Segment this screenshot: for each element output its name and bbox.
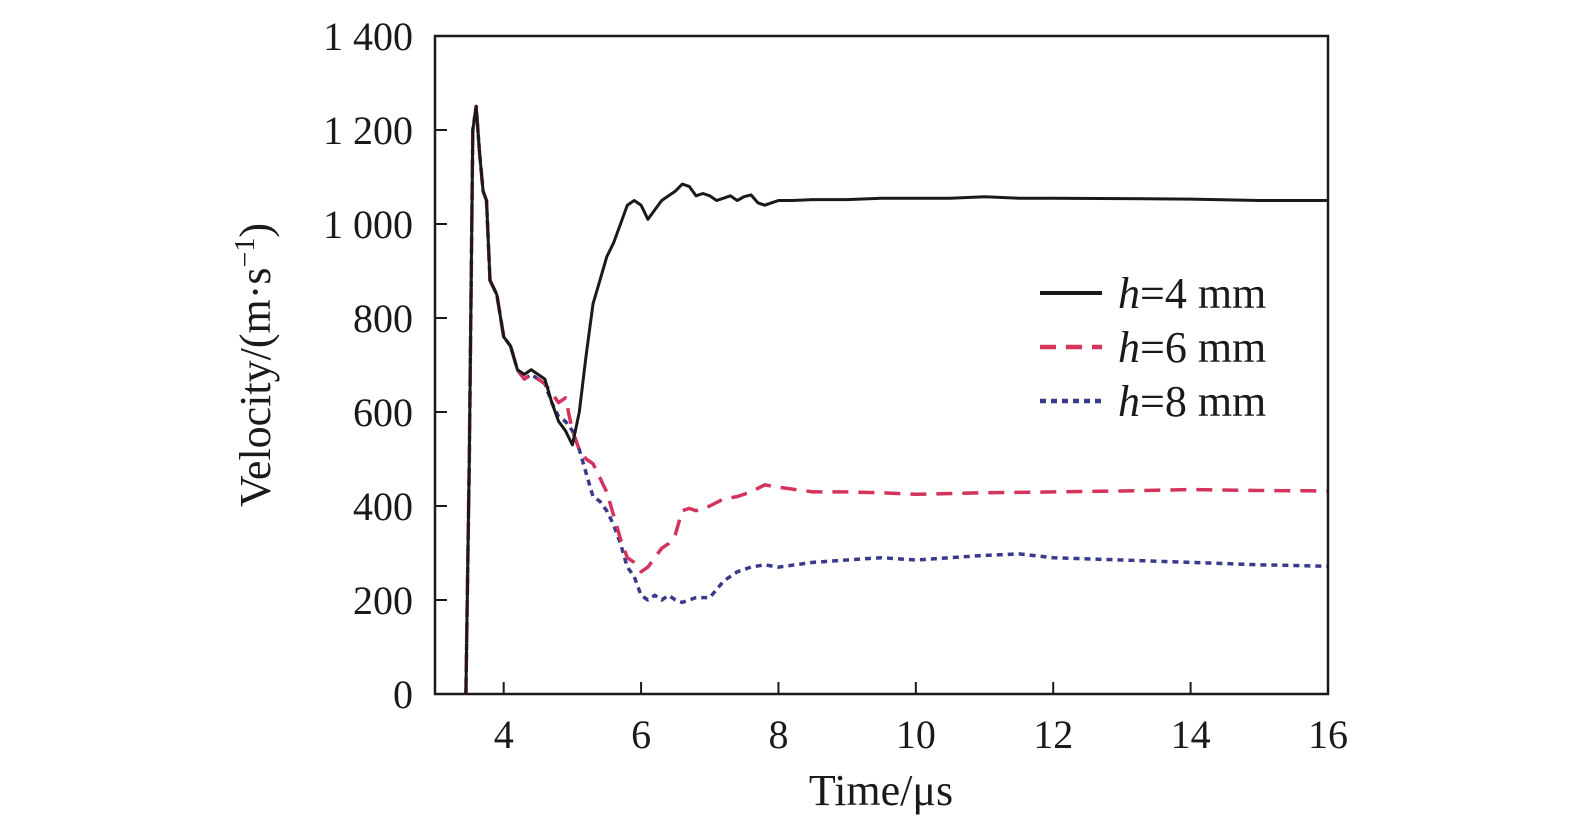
series-line-h-8-mm [464, 104, 1329, 695]
x-tick-label: 6 [631, 712, 651, 757]
x-tick-label: 4 [494, 712, 514, 757]
legend-label-value: =8 mm [1140, 377, 1266, 426]
x-tick-label: 12 [1033, 712, 1073, 757]
x-tick-label: 14 [1171, 712, 1211, 757]
y-axis-label-main: Velocity/(m·s [231, 267, 280, 507]
y-tick-label: 1 000 [323, 202, 413, 247]
y-tick-label: 400 [353, 484, 413, 529]
legend-label: h=6 mm [1118, 323, 1266, 372]
legend: h=4 mmh=6 mmh=8 mm [1040, 269, 1266, 426]
y-axis-label-exponent: −1 [230, 238, 261, 268]
legend-label: h=4 mm [1118, 269, 1266, 318]
series-group [464, 104, 1329, 695]
legend-label-var: h [1118, 377, 1140, 426]
legend-label-var: h [1118, 323, 1140, 372]
y-tick-label: 1 400 [323, 14, 413, 59]
legend-label-var: h [1118, 269, 1140, 318]
x-axis: 4 6 8 10 12 14 16 [494, 682, 1348, 757]
y-tick-label: 200 [353, 578, 413, 623]
y-tick-label: 600 [353, 390, 413, 435]
x-tick-label: 8 [768, 712, 788, 757]
x-axis-label: Time/μs [809, 766, 953, 815]
y-tick-label: 0 [393, 672, 413, 717]
y-axis-label: Velocity/(m·s−1) [230, 223, 280, 507]
series-line-h-4-mm [464, 105, 1328, 695]
legend-label-value: =6 mm [1140, 323, 1266, 372]
y-tick-label: 1 200 [323, 108, 413, 153]
plot-frame [433, 34, 1330, 696]
x-tick-label: 16 [1308, 712, 1348, 757]
y-axis-label-close: ) [231, 223, 280, 238]
legend-label-value: =4 mm [1140, 269, 1266, 318]
legend-label: h=8 mm [1118, 377, 1266, 426]
y-tick-label: 800 [353, 296, 413, 341]
x-tick-label: 10 [896, 712, 936, 757]
y-axis: 0 200 400 600 800 1 000 1 200 1 400 [323, 14, 447, 717]
